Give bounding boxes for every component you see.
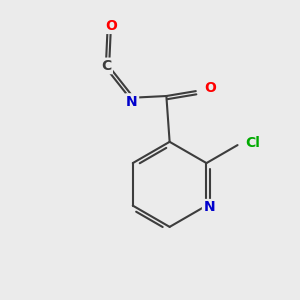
Text: O: O (204, 82, 216, 95)
Text: N: N (126, 94, 138, 109)
Text: Cl: Cl (246, 136, 261, 151)
Text: C: C (101, 59, 112, 73)
Text: N: N (203, 200, 215, 214)
Text: O: O (106, 19, 117, 33)
